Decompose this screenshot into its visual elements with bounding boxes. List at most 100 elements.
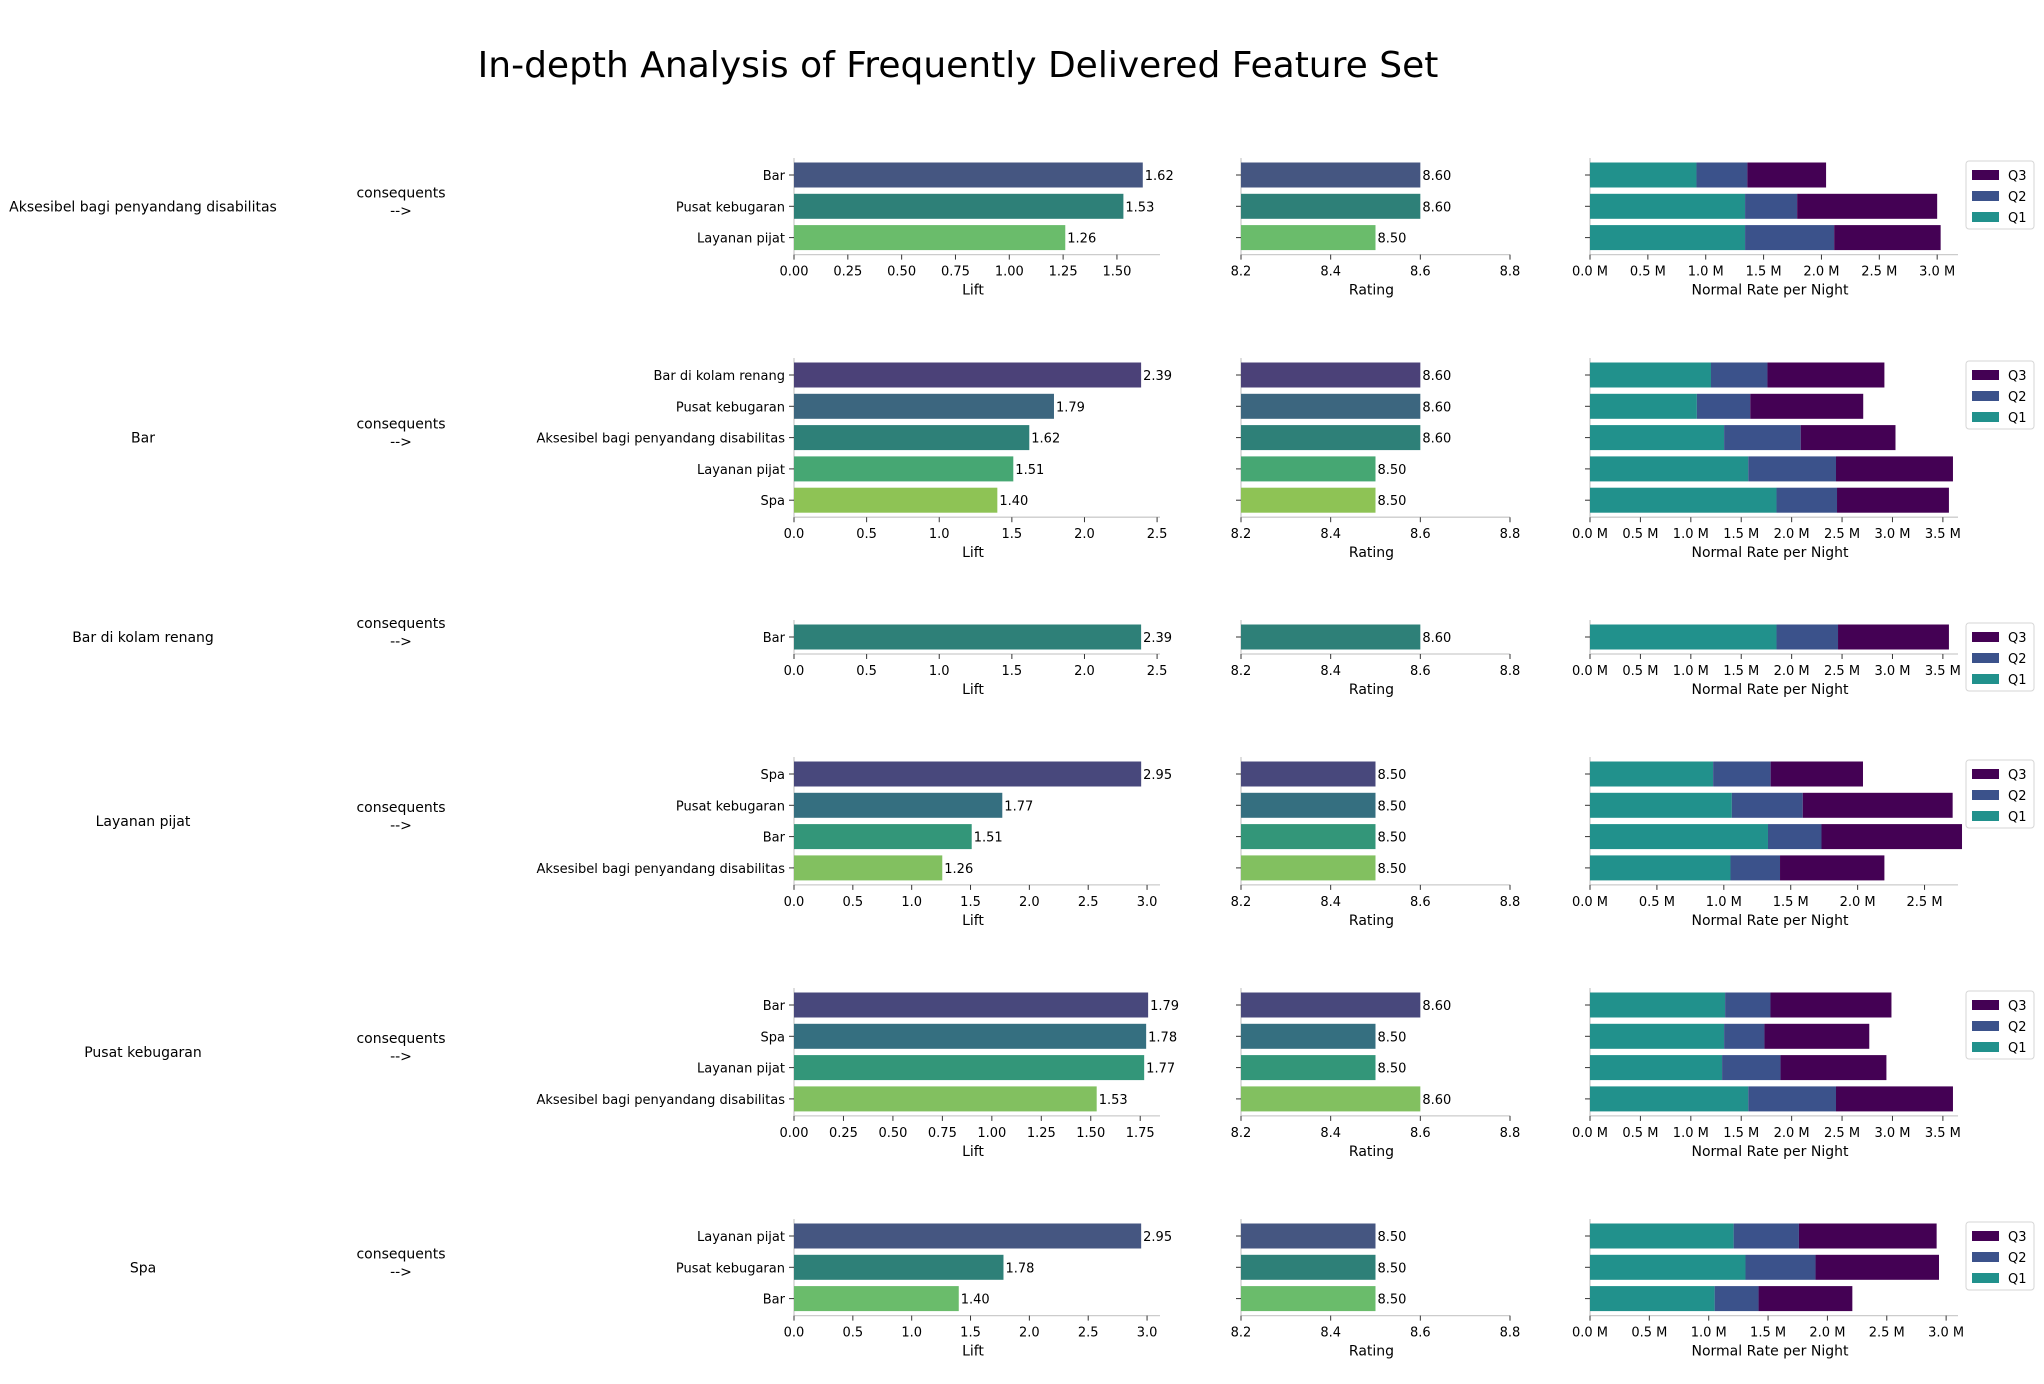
x-tick-label: 0.25	[833, 265, 862, 280]
rating-value-label: 8.50	[1378, 799, 1407, 814]
rate-bar-q2	[1722, 1055, 1781, 1081]
x-tick-label: 8.2	[1231, 895, 1252, 910]
rating-value-label: 8.60	[1422, 369, 1451, 384]
rating-value-label: 8.60	[1422, 999, 1451, 1014]
lift-value-label: 1.40	[961, 1293, 990, 1308]
x-tick-label: 0.5	[842, 1326, 863, 1341]
x-tick-label: 1.50	[1102, 265, 1131, 280]
rating-bar	[1241, 855, 1376, 881]
x-tick-label: 8.6	[1410, 1326, 1431, 1341]
legend-swatch	[1972, 1042, 1999, 1052]
legend-label: Q2	[2008, 652, 2027, 667]
x-tick-label: 0.5 M	[1622, 1126, 1658, 1141]
x-tick-label: 1.0 M	[1673, 1126, 1709, 1141]
rating-bar	[1241, 1223, 1376, 1249]
legend-label: Q1	[2008, 1272, 2027, 1287]
rate-bar-q3	[1838, 624, 1949, 650]
legend-swatch	[1972, 170, 1999, 180]
rate-bar-q3	[1758, 1286, 1853, 1312]
connector-arrow: -->	[390, 818, 412, 834]
rate-bar-q3	[1836, 456, 1953, 482]
x-tick-label: 3.5 M	[1925, 527, 1961, 542]
rate-bar-q3	[1836, 1086, 1953, 1112]
x-tick-label: 0.5 M	[1639, 895, 1675, 910]
antecedent-label: Bar di kolam renang	[72, 630, 214, 646]
legend-swatch	[1972, 370, 1999, 380]
x-tick-label: 1.5 M	[1723, 527, 1759, 542]
lift-bar	[794, 1055, 1145, 1081]
x-tick-label: 1.0	[901, 1326, 922, 1341]
legend-swatch	[1972, 790, 1999, 800]
rate-bar-q1	[1590, 1023, 1725, 1049]
lift-bar	[794, 1086, 1097, 1112]
x-tick-label: 8.6	[1410, 895, 1431, 910]
x-tick-label: 1.00	[977, 1126, 1006, 1141]
lift-value-label: 2.95	[1143, 1230, 1172, 1245]
rating-bar	[1241, 1086, 1421, 1112]
legend: Q3 Q2 Q1	[1965, 360, 2035, 430]
x-tick-label: 0.75	[941, 265, 970, 280]
x-tick-label: 0.0	[784, 527, 805, 542]
rate-bar-q2	[1767, 824, 1822, 850]
x-tick-label: 0.25	[829, 1126, 858, 1141]
rate-bar-q3	[1747, 162, 1827, 188]
x-axis-label: Normal Rate per Night	[1692, 1344, 1849, 1360]
y-tick-label: Bar	[763, 1293, 786, 1308]
lift-bar	[794, 992, 1149, 1018]
legend-label: Q1	[2008, 211, 2027, 226]
rule-row: Bar di kolam renang consequents --> 0.0 0.5 1…	[72, 616, 2035, 698]
rate-bar-q1	[1590, 1286, 1715, 1312]
rate-bar-q2	[1776, 487, 1838, 513]
x-axis-label: Normal Rate per Night	[1692, 1144, 1849, 1160]
lift-value-label: 1.51	[1015, 463, 1044, 478]
x-tick-label: 1.5	[960, 895, 981, 910]
x-tick-label: 1.0	[901, 895, 922, 910]
x-axis-label: Normal Rate per Night	[1692, 545, 1849, 561]
x-tick-label: 1.0	[929, 664, 950, 679]
x-tick-label: 2.0 M	[1803, 265, 1839, 280]
x-tick-label: 0.0 M	[1572, 1326, 1608, 1341]
x-tick-label: 2.5	[1078, 895, 1099, 910]
rate-bar-q2	[1748, 1086, 1837, 1112]
legend-label: Q2	[2008, 190, 2027, 205]
x-tick-label: 3.0 M	[1874, 527, 1910, 542]
legend: Q3 Q2 Q1	[1965, 759, 2035, 829]
legend-swatch	[1972, 391, 1999, 401]
x-axis-label: Lift	[962, 545, 984, 561]
x-tick-label: 1.5 M	[1773, 895, 1809, 910]
x-axis-label: Lift	[962, 913, 984, 929]
x-tick-label: 2.5	[1147, 527, 1168, 542]
legend-swatch	[1972, 769, 1999, 779]
x-tick-label: 2.0	[1019, 895, 1040, 910]
y-tick-label: Pusat kebugaran	[676, 799, 785, 814]
lift-bar	[794, 1286, 959, 1312]
rate-bar-q1	[1590, 624, 1777, 650]
rating-bar	[1241, 1023, 1376, 1049]
x-tick-label: 8.4	[1320, 265, 1341, 280]
legend-swatch	[1972, 191, 1999, 201]
connector-label: consequents	[356, 616, 445, 632]
rate-bar-q1	[1590, 1086, 1749, 1112]
antecedent-label: Pusat kebugaran	[84, 1045, 202, 1061]
rate-bar-q1	[1590, 792, 1732, 818]
rate-axes: 0.0 M 0.5 M 1.0 M 1.5 M 2.0 M 2.5 M 3.0 M 3.5 M…	[1572, 620, 1961, 698]
y-tick-label: Pusat kebugaran	[676, 1261, 785, 1276]
x-tick-label: 1.25	[1049, 265, 1078, 280]
x-tick-label: 8.2	[1231, 1126, 1252, 1141]
rate-bar-q2	[1733, 1223, 1799, 1249]
rating-value-label: 8.50	[1378, 831, 1407, 846]
rate-bar-q2	[1748, 456, 1837, 482]
rule-row: Aksesibel bagi penyandang disabilitas con…	[9, 158, 2035, 299]
x-tick-label: 0.0 M	[1572, 664, 1608, 679]
legend-label: Q2	[2008, 789, 2027, 804]
x-tick-label: 2.5 M	[1861, 265, 1897, 280]
x-tick-label: 2.0	[1074, 527, 1095, 542]
x-tick-label: 8.8	[1500, 1326, 1521, 1341]
lift-bar	[794, 824, 972, 850]
y-tick-label: Layanan pijat	[697, 463, 785, 478]
x-tick-label: 0.5	[842, 895, 863, 910]
rating-bar	[1241, 225, 1376, 251]
x-tick-label: 0.0 M	[1572, 265, 1608, 280]
rate-bar-q3	[1767, 362, 1885, 388]
lift-value-label: 1.79	[1150, 999, 1179, 1014]
